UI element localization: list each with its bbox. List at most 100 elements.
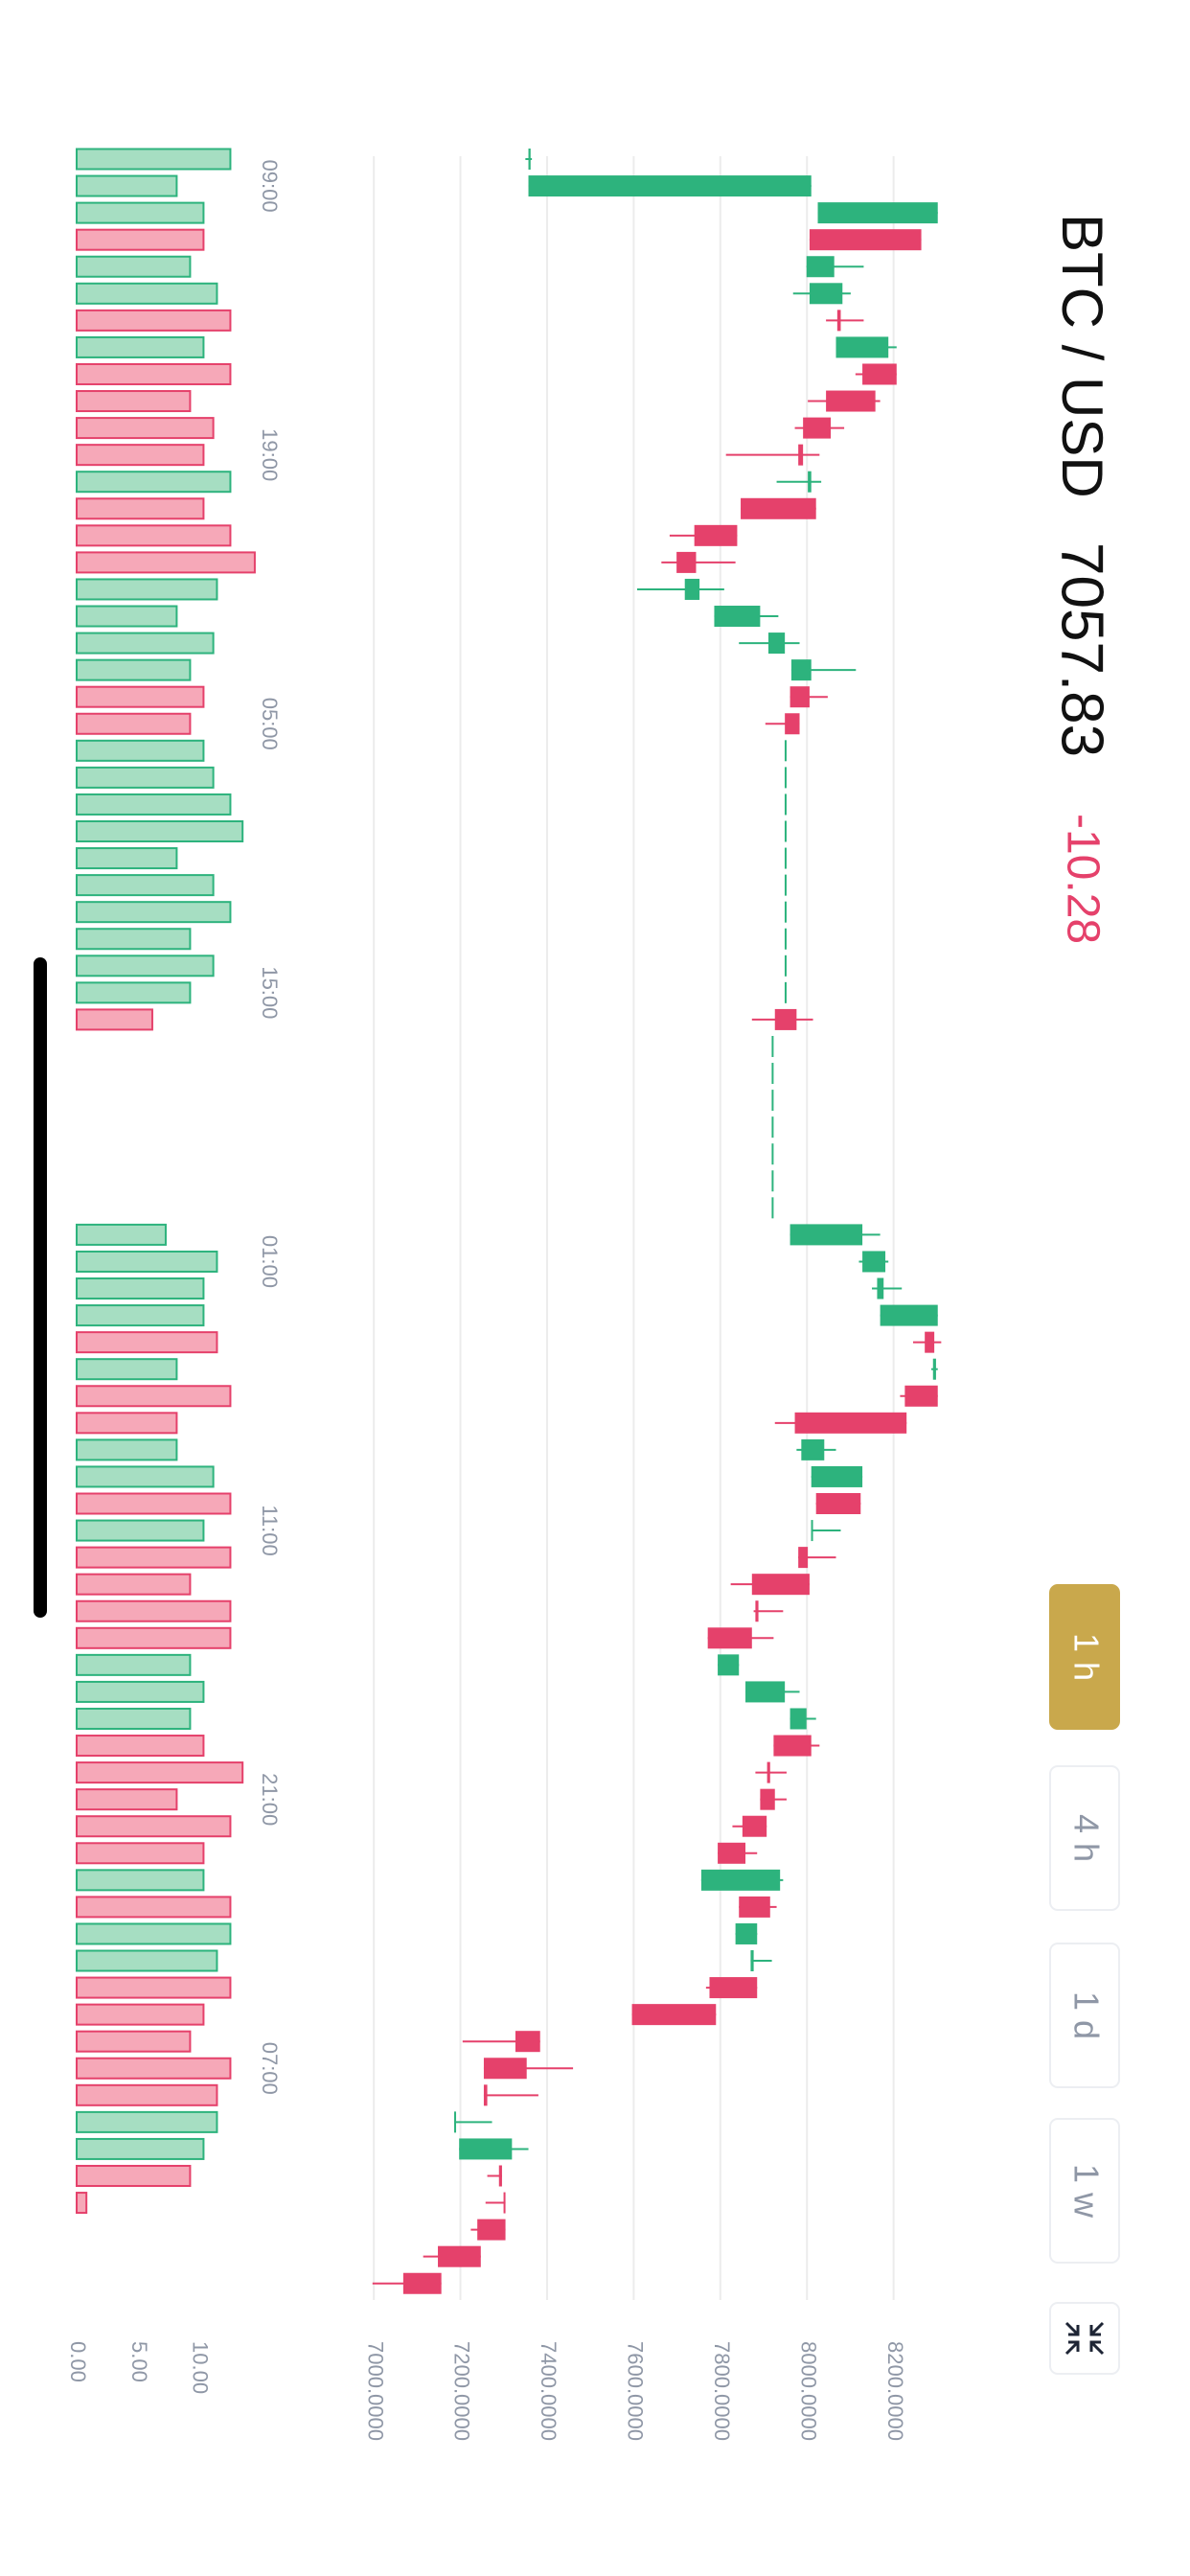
candle-body (751, 1574, 810, 1596)
volume-bar (76, 309, 232, 332)
volume-bar (76, 1707, 192, 1730)
candle-body (790, 1708, 807, 1730)
volume-bar (76, 148, 232, 171)
price-tick-label: 8000.0000 (796, 2341, 820, 2441)
volume-bar (75, 1304, 205, 1327)
candle-body (904, 1385, 938, 1407)
candle-body (707, 1627, 752, 1649)
candle-body (862, 1251, 886, 1273)
candle-body (815, 1493, 861, 1514)
collapse-icon (1064, 2321, 1105, 2356)
volume-bar (76, 1626, 232, 1649)
candle-body (771, 1090, 774, 1112)
price-tick-label: 7800.0000 (710, 2341, 734, 2441)
interval-label[interactable]: 1 w (1066, 2164, 1106, 2219)
candle-body (771, 1035, 774, 1057)
volume-bar (76, 820, 244, 842)
candle-body (808, 471, 812, 493)
volume-bar (75, 1519, 205, 1542)
volume-bar (76, 1599, 232, 1622)
candle-body (798, 1547, 809, 1569)
volume-bar (76, 712, 192, 735)
volume-bar (75, 1277, 205, 1300)
time-tick-label: 09:00 (258, 160, 282, 213)
volume-bar (76, 847, 178, 870)
volume-bar (76, 632, 215, 655)
candle-body (784, 954, 787, 977)
price-tick-label: 7200.0000 (450, 2341, 474, 2441)
candle-body (745, 1681, 786, 1703)
volume-bar (76, 1653, 192, 1676)
time-tick-label: 05:00 (258, 698, 282, 750)
candle-body (755, 1600, 759, 1622)
volume-bar (76, 1976, 232, 1999)
price-tick-label: 7000.0000 (363, 2341, 387, 2441)
volume-bar (75, 444, 205, 467)
candle-body (767, 632, 786, 655)
interval-label[interactable]: 4 h (1066, 1814, 1106, 1862)
interval-button[interactable] (1049, 2118, 1120, 2264)
last-price: 7057.83 (1049, 542, 1115, 757)
candle-body (773, 1735, 812, 1757)
volume-bar (76, 901, 232, 924)
interval-label[interactable]: 1 h (1066, 1633, 1106, 1681)
price-tick-label: 7400.0000 (537, 2341, 561, 2441)
time-tick-label: 11:00 (258, 1505, 282, 1555)
candle-body (459, 2138, 513, 2160)
volume-bar (76, 981, 192, 1004)
candle-body (676, 551, 697, 573)
volume-bar (76, 1761, 244, 1784)
candle-body (774, 1008, 797, 1030)
volume-bar (76, 390, 192, 413)
candle-body (784, 981, 787, 1003)
volume-bar (76, 1385, 232, 1408)
collapse-button[interactable] (1049, 2302, 1120, 2375)
volume-bar (75, 1735, 205, 1758)
volume-bar (75, 2192, 88, 2215)
time-tick-label: 21:00 (258, 1773, 282, 1826)
volume-bar (76, 2057, 232, 2080)
candle-body (402, 2272, 442, 2294)
volume-bar (76, 658, 192, 681)
volume-bar (76, 928, 192, 951)
volume-bar (76, 1465, 215, 1488)
collapse-button-bg[interactable] (1049, 2302, 1120, 2375)
volume-bar (76, 1331, 218, 1354)
interval-button[interactable] (1049, 1943, 1120, 2088)
candle-body (790, 1224, 863, 1246)
volume-tick-label: 10.00 (189, 2341, 213, 2394)
candle-body (880, 1304, 938, 1326)
candle-body (503, 2192, 506, 2214)
candle-body (771, 1063, 774, 1085)
candle-body (718, 1842, 746, 1864)
interval-button[interactable] (1049, 1584, 1120, 1730)
volume-bar (76, 1815, 232, 1838)
candle-body (771, 1170, 774, 1192)
price-tick-label: 7600.0000 (624, 2341, 648, 2441)
volume-bar (76, 1922, 232, 1945)
interval-button[interactable] (1049, 1765, 1120, 1911)
candle-body (735, 1922, 758, 1944)
volume-bar (76, 578, 218, 601)
price-tick-label: 8200.0000 (883, 2341, 907, 2441)
volume-bar (75, 739, 205, 762)
volume-bar (75, 1008, 153, 1031)
landscape-view: BTC / USD 7057.83 -10.28 1 h 4 h 1 d 1 w 70… (34, 148, 1120, 2441)
volume-bar (76, 551, 256, 574)
price-change: -10.28 (1057, 814, 1108, 944)
candle-body (835, 336, 889, 358)
volume-bar (76, 362, 232, 385)
candle-body (515, 2031, 540, 2053)
pair-title: BTC / USD (1050, 214, 1114, 498)
volume-bar (75, 228, 205, 251)
time-tick-label: 19:00 (258, 428, 282, 481)
candle-body (631, 2004, 717, 2026)
candle-body (932, 1358, 936, 1380)
volume-bar (75, 335, 205, 358)
candle-body (862, 363, 897, 385)
candle-body (528, 175, 812, 197)
interval-label[interactable]: 1 d (1066, 1991, 1106, 2039)
volume-bar (76, 1250, 218, 1273)
candle-body (836, 310, 841, 332)
